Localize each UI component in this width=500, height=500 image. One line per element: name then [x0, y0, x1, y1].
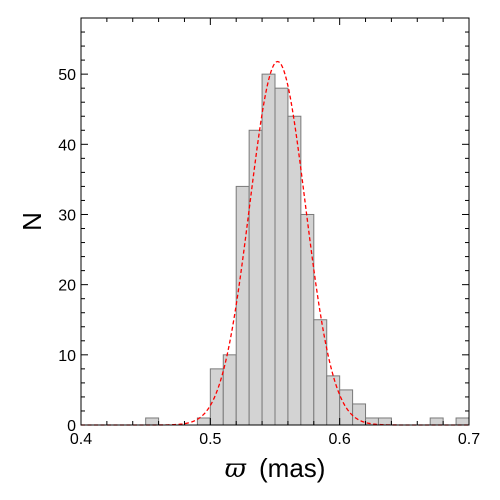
histogram-bars	[145, 73, 470, 426]
histogram-bar	[339, 389, 354, 426]
x-tick-label: 0.4	[70, 431, 92, 448]
histogram-bar	[209, 368, 224, 426]
histogram-bar	[300, 213, 315, 426]
y-tick-label: 40	[58, 137, 76, 154]
y-axis-title: N	[17, 212, 47, 231]
histogram-bar	[145, 417, 160, 426]
y-tick-labels: 0 10 20 30 40 50	[58, 67, 76, 435]
histogram-bar	[261, 73, 276, 426]
histogram-bar	[287, 115, 302, 426]
y-tick-label: 50	[58, 67, 76, 84]
x-axis-title: ϖ (mas)	[225, 453, 326, 484]
y-tick-label: 10	[58, 348, 76, 365]
histogram-bar	[235, 185, 250, 426]
x-tick-label: 0.6	[329, 431, 351, 448]
histogram-bar	[429, 417, 444, 426]
x-tick-labels: 0.4 0.5 0.6 0.7	[70, 431, 480, 448]
histogram-bar	[274, 87, 289, 426]
y-tick-label: 20	[58, 278, 76, 295]
axis-ticks	[80, 17, 470, 426]
x-axis-symbol: ϖ	[225, 454, 247, 484]
histogram-bar	[196, 417, 211, 426]
y-tick-label: 30	[58, 207, 76, 224]
histogram-bar	[455, 417, 470, 426]
x-tick-label: 0.5	[199, 431, 221, 448]
x-tick-label: 0.7	[458, 431, 480, 448]
histogram-bar	[326, 375, 341, 426]
histogram-bar	[248, 129, 263, 426]
y-tick-label: 0	[67, 418, 76, 435]
histogram-bar	[377, 417, 392, 426]
plot-frame	[80, 17, 470, 426]
x-axis-unit: (mas)	[259, 453, 325, 483]
